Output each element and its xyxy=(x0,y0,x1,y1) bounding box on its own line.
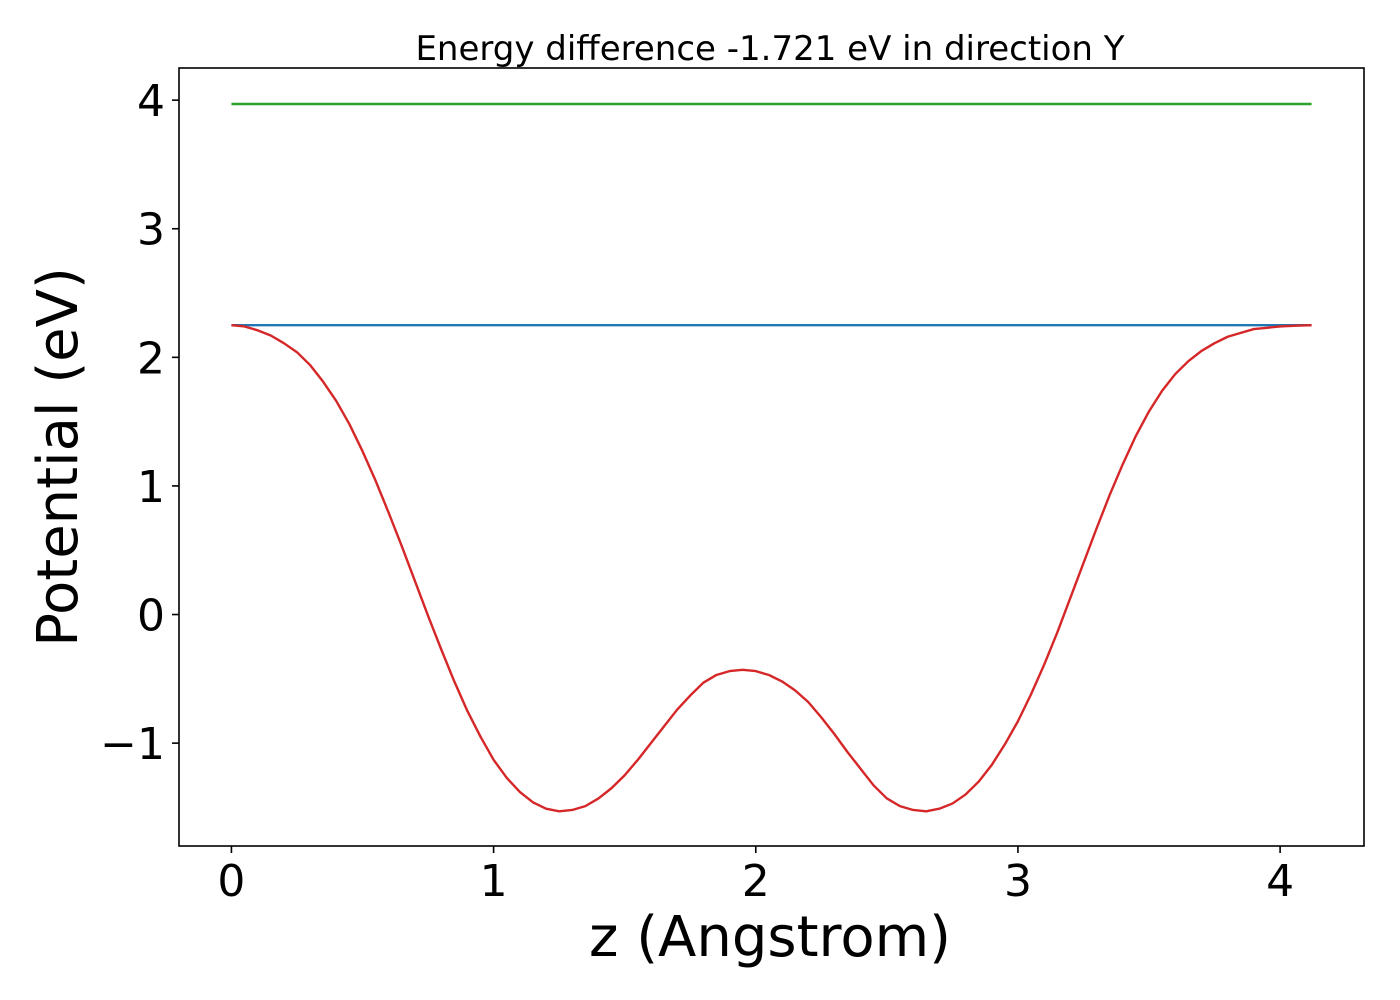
series-layer xyxy=(231,102,1312,813)
y-tick-label: 2 xyxy=(137,333,165,384)
y-axis-ticks: −1 0 1 2 3 4 xyxy=(100,76,179,770)
y-tick-label: 3 xyxy=(137,205,165,256)
x-axis-label: z (Angstrom) xyxy=(589,905,951,970)
x-tick-label: 2 xyxy=(742,856,770,907)
y-tick-label: 1 xyxy=(137,462,165,513)
plot-frame xyxy=(178,67,1365,847)
plot-area: 0 1 2 3 4 −1 0 1 2 3 4 xyxy=(100,67,1365,907)
y-tick-label: −1 xyxy=(100,719,165,770)
x-tick-label: 4 xyxy=(1266,856,1294,907)
y-tick-label: 0 xyxy=(137,591,165,642)
chart-title: Energy difference -1.721 eV in direction… xyxy=(415,29,1124,69)
x-tick-label: 0 xyxy=(217,856,245,907)
x-axis-ticks: 0 1 2 3 4 xyxy=(217,846,1294,907)
series-line-2 xyxy=(231,323,1312,813)
y-tick-label: 4 xyxy=(137,76,165,127)
x-tick-label: 3 xyxy=(1004,856,1032,907)
x-tick-label: 1 xyxy=(480,856,508,907)
y-axis-label: Potential (eV) xyxy=(26,267,91,647)
